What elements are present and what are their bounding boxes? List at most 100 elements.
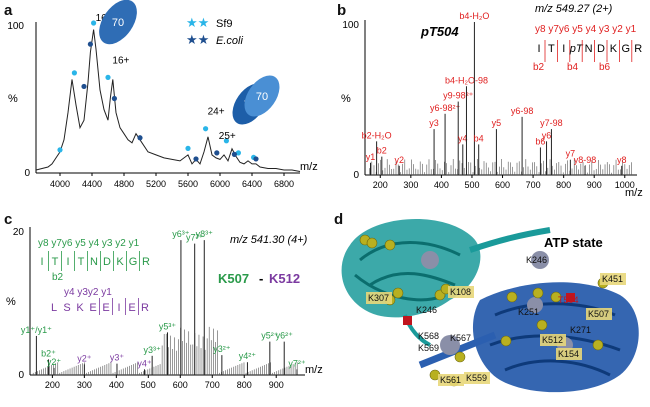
panel-c-letter: c [4, 211, 13, 228]
c-seq-green-residue: T [78, 256, 85, 268]
d-residue-label: K108 [450, 287, 471, 297]
c-seq-purple-residue: E [102, 302, 109, 314]
d-state-label: ATP state [544, 235, 603, 250]
c-seq-purple-residue: S [63, 302, 70, 314]
ecoli-marker [137, 135, 143, 141]
c-peak-label: y5²⁺ [261, 331, 279, 341]
d-residue-label: T504 [558, 295, 579, 305]
b-peak-label: y8 [617, 155, 627, 165]
a-xtick-label: 4800 [114, 179, 134, 189]
a-peak-label: 24+ [208, 107, 225, 118]
b-xtick-label: 500 [464, 180, 479, 190]
b-xtick-label: 200 [373, 180, 388, 190]
c-seq-green-residue: R [142, 256, 150, 268]
b-seq-residue: N [585, 43, 593, 55]
a-xtick-label: 4000 [50, 179, 70, 189]
c-xtick-label: 200 [45, 380, 60, 390]
d-residue-label: K451 [602, 274, 623, 284]
a-xtick-label: 5600 [178, 179, 198, 189]
b-xlabel: m/z [625, 187, 643, 199]
a-spectrum-line [35, 29, 301, 172]
red-residue-1 [403, 316, 412, 325]
c-seq-purple-residue: E [128, 302, 135, 314]
d-residue-label: K568 [418, 331, 439, 341]
c-seq-green-residue: G [129, 256, 138, 268]
b-peak-label: b4-H₂O [459, 11, 489, 21]
d-residue-label: K567 [450, 333, 471, 343]
sf9-marker [105, 74, 111, 80]
sf9-marker [185, 145, 191, 151]
sf9-marker [235, 150, 241, 156]
c-seq-purple-residue: E [89, 302, 96, 314]
c-peak-label: y4⁺ [137, 358, 152, 368]
c-peak-label: y6³⁺ [172, 229, 190, 239]
panel-b: b 100 0 % m/z m/z 549.27 (2+) pT504 200 3… [325, 0, 650, 200]
panel-a-letter: a [4, 2, 13, 19]
b-seq-residue: I [537, 43, 540, 55]
teal-helix [469, 227, 551, 253]
ecoli-marker [111, 95, 117, 102]
d-residue-label: K154 [558, 349, 579, 359]
c-xtick-label: 300 [77, 380, 92, 390]
b-peak-label: y7 [566, 149, 576, 159]
b-xtick-label: 600 [495, 180, 510, 190]
b-seq-residue: pT [569, 43, 584, 55]
c-ytick-0: 0 [18, 370, 24, 381]
b-peak-label: y4 [458, 133, 468, 143]
b-seq-residue: K [610, 43, 618, 55]
c-seq-purple-residue: L [51, 302, 57, 314]
b-xtick-label: 700 [526, 180, 541, 190]
b-xtick-label: 800 [556, 180, 571, 190]
c-seq-green-residue: T [52, 256, 59, 268]
hsp70-dimer-icon-front [244, 75, 280, 117]
a-xtick-label: 5200 [146, 179, 166, 189]
ecoli-marker [231, 151, 237, 157]
a-xtick-label: 6000 [210, 179, 230, 189]
panel-d-letter: d [334, 211, 344, 228]
b-peak-label: y3 [429, 118, 439, 128]
sf9-legend-label: Sf9 [216, 18, 233, 30]
c-seq-green-top: y8 y7y6 y5 y4 y3 y2 y1 [38, 238, 140, 249]
hsp70-icon-label: 70 [112, 17, 124, 29]
sf9-marker [57, 147, 63, 153]
hsp70-icon [99, 0, 137, 45]
d-residue-highlight [556, 348, 582, 360]
d-residue-highlight [586, 308, 612, 320]
sf9-marker [203, 126, 209, 132]
panel-a-chart: 100 0 % m/z 4000 4400 4800 5200 5600 6000 6400… [7, 0, 318, 189]
b-seq-residue: G [622, 43, 631, 55]
c-peak-label: y3⁺ [110, 353, 125, 363]
b-seq-residue: T [548, 43, 555, 55]
c-peak-label: y3²⁺ [213, 344, 231, 354]
panel-c-chart: 20 0 % m/z m/z 541.30 (4+) 200 300 400 500 6… [6, 227, 323, 390]
b-peak-label: y2 [394, 155, 404, 165]
a-xtick-label: 6400 [242, 179, 262, 189]
b-title: pT504 [420, 24, 459, 39]
b-peak-label: y1 [366, 152, 376, 162]
d-residue-highlight [366, 292, 392, 304]
c-seq-green-residue: D [103, 256, 111, 268]
d-residue-label: K507 [588, 309, 609, 319]
ecoli-legend-label: E.coli [216, 35, 243, 47]
b-peak-label: y5 [492, 118, 502, 128]
c-peak-label: y2⁺ [47, 357, 62, 367]
c-peak-label: y4²⁺ [239, 351, 257, 361]
sf9-marker [71, 70, 77, 76]
d-residue-label: K251 [518, 307, 539, 317]
ecoli-legend-icon: ★★ [186, 32, 209, 47]
panel-c: c 20 0 % m/z m/z 541.30 (4+) 200 300 400 50… [0, 205, 330, 402]
d-residue-label: K512 [542, 335, 563, 345]
a-peak-label: 25+ [219, 131, 236, 142]
ecoli-marker [193, 156, 199, 162]
b-peak-label: y6 [542, 130, 552, 140]
b-seq-residue: R [634, 43, 642, 55]
c-xtick-label: 700 [205, 380, 220, 390]
b-xtick-label: 300 [403, 180, 418, 190]
d-residue-label: K271 [570, 325, 591, 335]
b-seq-b2: b2 [533, 62, 545, 73]
b-peak-label: y6-98²⁺ [430, 103, 461, 113]
d-residue-label: K559 [466, 373, 487, 383]
c-peak-label: y2⁺ [77, 353, 92, 363]
c-xlabel: m/z [305, 364, 323, 376]
b-xtick-label: 1000 [615, 180, 635, 190]
